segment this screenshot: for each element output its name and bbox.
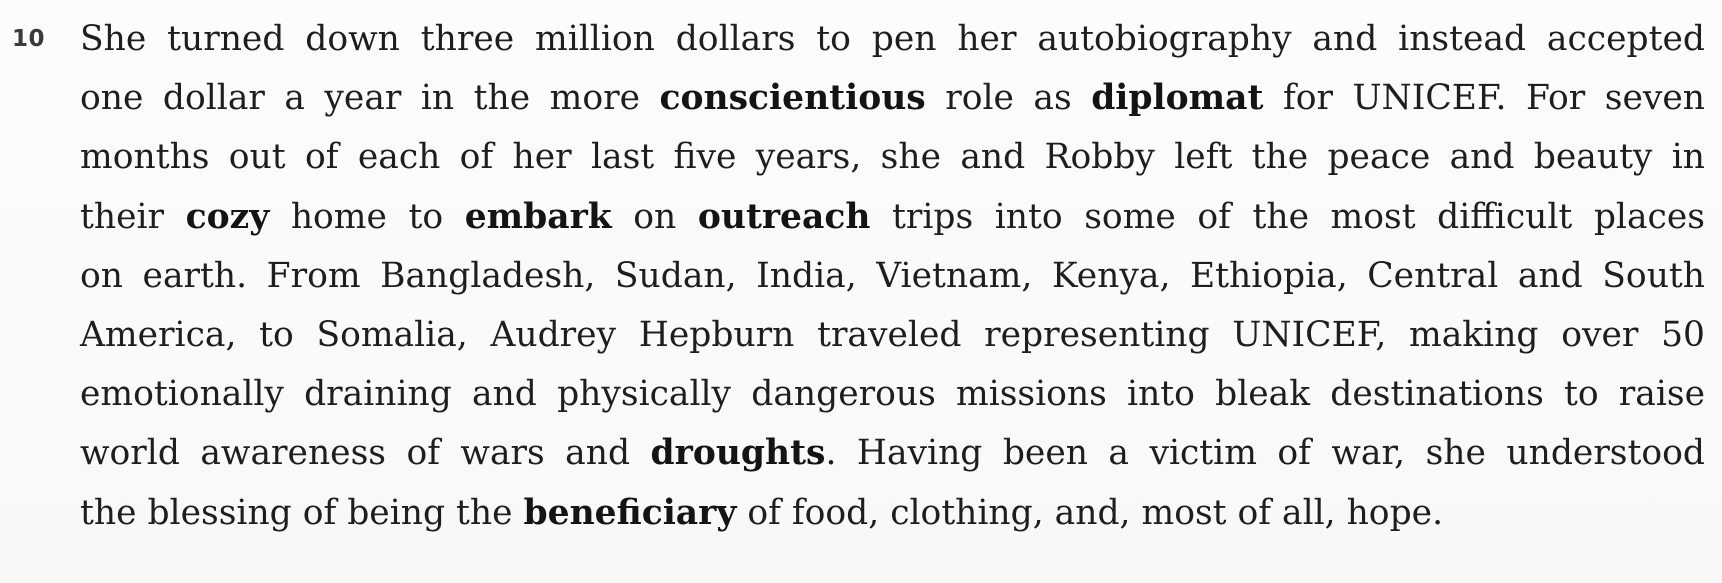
vocabulary-word: beneficiary [523,492,737,533]
text-run: emotionally draining and physically dang… [80,374,1705,415]
text-run: the blessing of being the [80,492,524,533]
text-line: emotionally draining and physically dang… [80,365,1705,424]
vocabulary-word: cozy [185,196,270,237]
text-line: world awareness of wars and droughts. Ha… [80,424,1705,483]
text-run: their [80,196,186,237]
passage-paragraph: She turned down three million dollars to… [80,10,1705,543]
text-run: role as [925,78,1092,119]
vocabulary-word: embark [464,196,612,237]
text-line: their cozy home to embark on outreach tr… [80,188,1705,247]
text-run: on [611,196,698,237]
vocabulary-word: droughts [650,433,826,474]
text-run: . Having been a victim of war, she under… [825,433,1706,474]
text-run: of food, clothing, and, most of all, hop… [736,492,1444,533]
text-line: America, to Somalia, Audrey Hepburn trav… [80,306,1705,365]
line-number: 10 [12,26,46,52]
text-run: home to [269,196,465,237]
text-line: She turned down three million dollars to… [80,10,1705,69]
text-run: on earth. From Bangladesh, Sudan, India,… [80,255,1705,296]
text-line: months out of each of her last five year… [80,128,1705,187]
vocabulary-word: diplomat [1091,78,1264,119]
text-line: one dollar a year in the more conscienti… [80,69,1705,128]
text-run: world awareness of wars and [80,433,651,474]
text-line: on earth. From Bangladesh, Sudan, India,… [80,247,1705,306]
vocabulary-word: outreach [697,196,871,237]
text-run: America, to Somalia, Audrey Hepburn trav… [80,315,1705,356]
vocabulary-word: conscientious [659,78,926,119]
text-run: trips into some of the most difficult pl… [870,196,1705,237]
text-run: one dollar a year in the more [80,78,660,119]
text-run: months out of each of her last five year… [80,137,1705,178]
text-run: She turned down three million dollars to… [80,19,1705,59]
text-line: the blessing of being the beneficiary of… [80,484,1705,543]
text-run: for UNICEF. For seven [1263,78,1706,119]
